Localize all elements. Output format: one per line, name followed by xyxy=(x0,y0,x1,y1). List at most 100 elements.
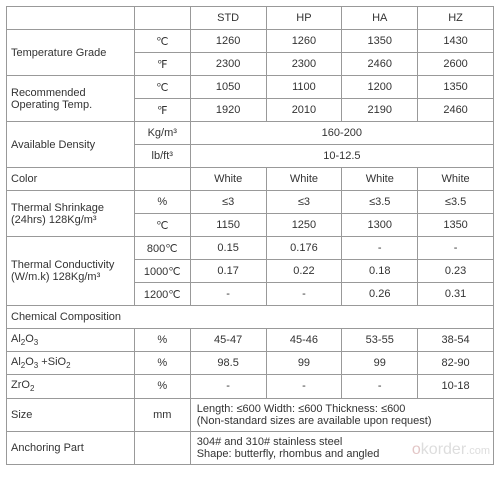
table-row: ZrO2 % - - - 10-18 xyxy=(7,375,494,398)
value-cell-merged: 10-12.5 xyxy=(190,145,493,168)
value-cell: 2300 xyxy=(266,53,342,76)
table-row: Al2O3 +SiO2 % 98.5 99 99 82-90 xyxy=(7,352,494,375)
chem-label: ZrO2 xyxy=(7,375,135,398)
watermark-text: korder xyxy=(421,441,466,458)
unit-cell: lb/ft³ xyxy=(134,145,190,168)
value-cell: 53-55 xyxy=(342,329,418,352)
spec-table: STD HP HA HZ Temperature Grade ℃ 1260 12… xyxy=(6,6,494,465)
table-row: Temperature Grade ℃ 1260 1260 1350 1430 xyxy=(7,30,494,53)
unit-cell: % xyxy=(134,352,190,375)
unit-cell: 1000℃ xyxy=(134,260,190,283)
unit-cell: % xyxy=(134,329,190,352)
table-row: Color White White White White xyxy=(7,168,494,191)
value-cell: 99 xyxy=(342,352,418,375)
value-cell: 1260 xyxy=(266,30,342,53)
size-text: Length: ≤600 Width: ≤600 Thickness: ≤600… xyxy=(190,398,493,431)
value-cell: 1260 xyxy=(190,30,266,53)
value-cell: White xyxy=(418,168,494,191)
header-col: HP xyxy=(266,7,342,30)
header-col: STD xyxy=(190,7,266,30)
value-cell: 0.23 xyxy=(418,260,494,283)
table-row: STD HP HA HZ xyxy=(7,7,494,30)
value-cell: ≤3.5 xyxy=(342,191,418,214)
value-cell: - xyxy=(342,237,418,260)
row-label: Thermal Conductivity (W/m.k) 128Kg/m³ xyxy=(7,237,135,306)
header-col: HZ xyxy=(418,7,494,30)
value-cell: White xyxy=(342,168,418,191)
value-cell: 0.17 xyxy=(190,260,266,283)
value-cell: White xyxy=(266,168,342,191)
section-header: Chemical Composition xyxy=(7,306,494,329)
value-cell: - xyxy=(418,237,494,260)
header-blank xyxy=(7,7,135,30)
unit-cell xyxy=(134,431,190,464)
row-label: Recommended Operating Temp. xyxy=(7,76,135,122)
value-cell: 10-18 xyxy=(418,375,494,398)
value-cell: 1350 xyxy=(342,30,418,53)
value-cell: 0.31 xyxy=(418,283,494,306)
value-cell: 1150 xyxy=(190,214,266,237)
value-cell: - xyxy=(266,283,342,306)
unit-cell: ℉ xyxy=(134,53,190,76)
unit-cell: ℃ xyxy=(134,30,190,53)
value-cell: 0.26 xyxy=(342,283,418,306)
value-cell: 1300 xyxy=(342,214,418,237)
table-row: Available Density Kg/m³ 160-200 xyxy=(7,122,494,145)
row-label: Anchoring Part xyxy=(7,431,135,464)
value-cell: - xyxy=(266,375,342,398)
row-label: Color xyxy=(7,168,135,191)
value-cell: 1100 xyxy=(266,76,342,99)
value-cell: 1050 xyxy=(190,76,266,99)
value-cell: 82-90 xyxy=(418,352,494,375)
unit-cell: 800℃ xyxy=(134,237,190,260)
value-cell: 2300 xyxy=(190,53,266,76)
table-row: Size mm Length: ≤600 Width: ≤600 Thickne… xyxy=(7,398,494,431)
value-cell: - xyxy=(190,375,266,398)
unit-cell: ℃ xyxy=(134,214,190,237)
row-label: Thermal Shrinkage (24hrs) 128Kg/m³ xyxy=(7,191,135,237)
value-cell: White xyxy=(190,168,266,191)
table-row: Al2O3 % 45-47 45-46 53-55 38-54 xyxy=(7,329,494,352)
value-cell: - xyxy=(342,375,418,398)
unit-cell: ℃ xyxy=(134,76,190,99)
chem-label: Al2O3 xyxy=(7,329,135,352)
value-cell: 99 xyxy=(266,352,342,375)
value-cell-merged: 160-200 xyxy=(190,122,493,145)
value-cell: 45-47 xyxy=(190,329,266,352)
watermark-logo: okorder.com xyxy=(412,441,490,459)
table-row: Recommended Operating Temp. ℃ 1050 1100 … xyxy=(7,76,494,99)
value-cell: 38-54 xyxy=(418,329,494,352)
unit-cell: ℉ xyxy=(134,99,190,122)
value-cell: 2460 xyxy=(342,53,418,76)
value-cell: 1200 xyxy=(342,76,418,99)
table-row: Thermal Conductivity (W/m.k) 128Kg/m³ 80… xyxy=(7,237,494,260)
value-cell: 98.5 xyxy=(190,352,266,375)
value-cell: 2010 xyxy=(266,99,342,122)
value-cell: 1350 xyxy=(418,76,494,99)
row-label: Temperature Grade xyxy=(7,30,135,76)
value-cell: ≤3 xyxy=(266,191,342,214)
value-cell: 1430 xyxy=(418,30,494,53)
value-cell: ≤3.5 xyxy=(418,191,494,214)
value-cell: 45-46 xyxy=(266,329,342,352)
value-cell: 2460 xyxy=(418,99,494,122)
value-cell: 2600 xyxy=(418,53,494,76)
value-cell: 1350 xyxy=(418,214,494,237)
unit-cell: Kg/m³ xyxy=(134,122,190,145)
value-cell: 0.18 xyxy=(342,260,418,283)
row-label: Size xyxy=(7,398,135,431)
header-col: HA xyxy=(342,7,418,30)
header-blank xyxy=(134,7,190,30)
unit-cell: % xyxy=(134,191,190,214)
value-cell: - xyxy=(190,283,266,306)
unit-cell: % xyxy=(134,375,190,398)
value-cell: 1920 xyxy=(190,99,266,122)
value-cell: 0.22 xyxy=(266,260,342,283)
row-label: Available Density xyxy=(7,122,135,168)
chem-label: Al2O3 +SiO2 xyxy=(7,352,135,375)
value-cell: 1250 xyxy=(266,214,342,237)
unit-cell: mm xyxy=(134,398,190,431)
unit-cell xyxy=(134,168,190,191)
value-cell: 2190 xyxy=(342,99,418,122)
value-cell: 0.15 xyxy=(190,237,266,260)
